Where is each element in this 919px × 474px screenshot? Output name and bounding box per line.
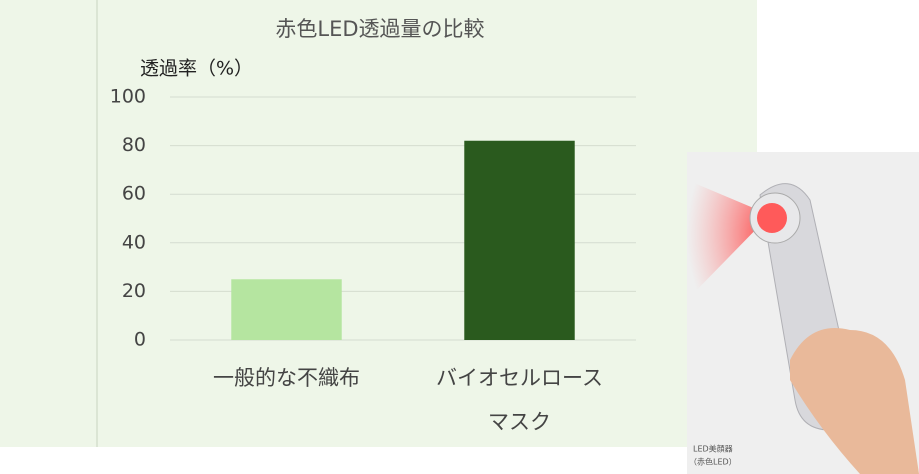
y-axis-label: 透過率（%） xyxy=(140,58,253,80)
y-tick-label: 40 xyxy=(122,231,146,253)
photo-caption: LED美顔器 xyxy=(693,444,733,454)
y-tick-label: 0 xyxy=(134,329,146,351)
hand xyxy=(790,328,919,474)
chart-title: 赤色LED透過量の比較 xyxy=(275,17,484,41)
y-tick-label: 80 xyxy=(122,134,146,156)
photo: LED美顔器 （赤色LED） xyxy=(687,152,919,474)
y-tick-label: 100 xyxy=(110,86,146,108)
x-tick-label: 一般的な不織布 xyxy=(213,366,360,390)
red-light xyxy=(687,180,770,300)
photo-caption: （赤色LED） xyxy=(689,457,737,467)
y-tick-label: 20 xyxy=(122,280,146,302)
chart-background xyxy=(0,0,757,447)
x-tick-label: バイオセルロースマスク xyxy=(436,366,603,434)
y-tick-label: 60 xyxy=(122,183,146,205)
led xyxy=(757,203,787,233)
bar xyxy=(464,140,575,340)
bar xyxy=(231,279,342,340)
